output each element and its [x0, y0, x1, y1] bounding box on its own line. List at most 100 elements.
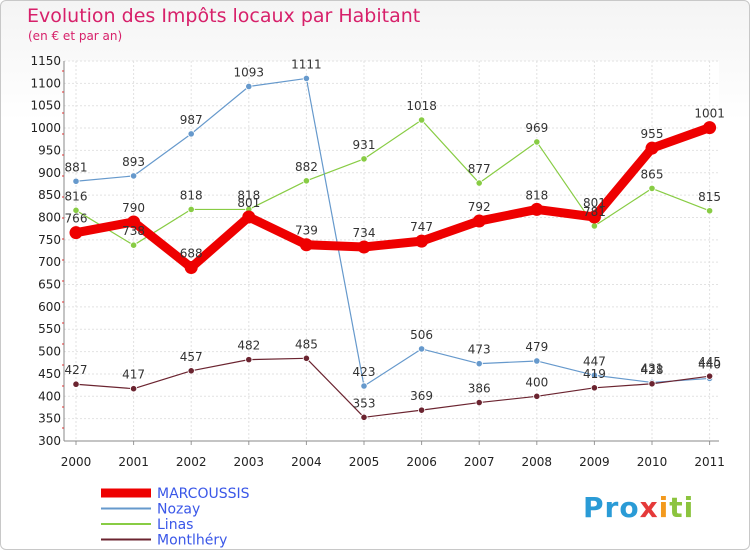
- data-label: 1093: [234, 65, 265, 79]
- data-label: 792: [468, 200, 491, 214]
- x-tick-label: 2011: [694, 455, 725, 469]
- legend-label: Linas: [157, 517, 193, 533]
- data-point: [360, 155, 368, 163]
- data-point: [187, 130, 195, 138]
- y-tick-label: 450: [38, 367, 61, 381]
- data-label: 419: [583, 367, 606, 381]
- y-tick-label: 900: [38, 166, 61, 180]
- data-point: [417, 406, 426, 414]
- data-point: [127, 215, 141, 229]
- data-point: [187, 205, 195, 214]
- data-point: [415, 234, 429, 248]
- data-label: 801: [583, 196, 606, 210]
- data-point: [72, 177, 80, 185]
- data-point: [360, 413, 368, 421]
- y-tick-label: 1150: [30, 54, 61, 68]
- data-point: [590, 222, 599, 230]
- legend-label: MARCOUSSIS: [157, 486, 250, 502]
- y-tick-label: 550: [38, 322, 61, 336]
- data-label: 987: [180, 113, 203, 127]
- data-point: [587, 210, 601, 224]
- data-point: [130, 172, 138, 180]
- data-point: [475, 398, 483, 407]
- data-label: 440: [698, 357, 721, 371]
- data-point: [245, 356, 253, 364]
- data-point: [302, 177, 310, 185]
- data-point: [533, 357, 541, 365]
- x-tick-label: 2006: [406, 455, 437, 469]
- x-tick-label: 2001: [118, 455, 149, 469]
- data-label: 931: [353, 138, 376, 152]
- data-point: [299, 238, 313, 252]
- data-point: [417, 345, 426, 353]
- plot-area: [64, 61, 719, 441]
- series-line-montlhéry: [75, 357, 710, 418]
- data-label: 818: [180, 188, 203, 202]
- data-label: 734: [353, 226, 376, 240]
- data-point: [302, 74, 310, 83]
- y-tick-label: 300: [38, 434, 61, 448]
- series-line-linas: [75, 119, 710, 246]
- data-label: 738: [122, 224, 145, 238]
- data-point: [648, 184, 656, 193]
- data-point: [130, 241, 138, 249]
- data-label: 739: [295, 224, 318, 238]
- series-line-nozay: [75, 77, 710, 387]
- y-tick-label: 600: [38, 300, 61, 314]
- data-point: [533, 392, 541, 400]
- data-point: [130, 385, 138, 393]
- legend-label: Nozay: [157, 502, 200, 518]
- data-point: [417, 116, 426, 124]
- data-label: 818: [237, 188, 260, 202]
- data-label: 801: [237, 196, 260, 210]
- data-label: 400: [525, 375, 548, 389]
- x-tick-label: 2000: [61, 455, 92, 469]
- data-label: 815: [698, 190, 721, 204]
- data-point: [184, 261, 198, 275]
- data-label: 479: [525, 340, 548, 354]
- data-label: 457: [180, 350, 203, 364]
- data-label: 969: [525, 121, 548, 135]
- x-tick-label: 2004: [291, 455, 322, 469]
- data-label: 447: [583, 354, 606, 368]
- y-tick-label: 700: [38, 255, 61, 269]
- y-tick-label: 1000: [30, 121, 61, 135]
- x-tick-label: 2010: [637, 455, 668, 469]
- data-label: 766: [65, 212, 88, 226]
- data-label: 427: [65, 363, 88, 377]
- data-label: 1001: [694, 107, 725, 121]
- x-tick-label: 2002: [176, 455, 207, 469]
- data-point: [72, 206, 80, 214]
- data-label: 369: [410, 389, 433, 403]
- data-point: [360, 382, 368, 390]
- data-point: [533, 138, 541, 146]
- x-tick-label: 2008: [522, 455, 553, 469]
- data-label: 1111: [291, 57, 322, 71]
- chart-subtitle: (en € et par an): [28, 29, 123, 43]
- data-label: 781: [583, 205, 606, 219]
- x-tick-label: 2003: [234, 455, 265, 469]
- data-label: 893: [122, 155, 145, 169]
- data-label: 417: [122, 368, 145, 382]
- data-label: 1018: [406, 99, 437, 113]
- data-point: [590, 384, 599, 392]
- data-label: 445: [698, 355, 721, 369]
- y-tick-label: 750: [38, 233, 61, 247]
- data-point: [475, 179, 483, 187]
- data-point: [703, 121, 717, 135]
- data-label: 386: [468, 382, 491, 396]
- y-tick-label: 1050: [30, 99, 61, 113]
- data-point: [357, 240, 371, 254]
- y-tick-label: 400: [38, 389, 61, 403]
- data-point: [645, 141, 659, 155]
- legend-label: Montlhéry: [157, 533, 227, 549]
- data-point: [242, 210, 256, 224]
- data-point: [472, 214, 486, 228]
- data-label: 881: [65, 160, 88, 174]
- data-label: 955: [641, 127, 664, 141]
- y-tick-label: 650: [38, 278, 61, 292]
- data-label: 688: [180, 247, 203, 261]
- data-point: [705, 372, 714, 380]
- data-label: 423: [353, 365, 376, 379]
